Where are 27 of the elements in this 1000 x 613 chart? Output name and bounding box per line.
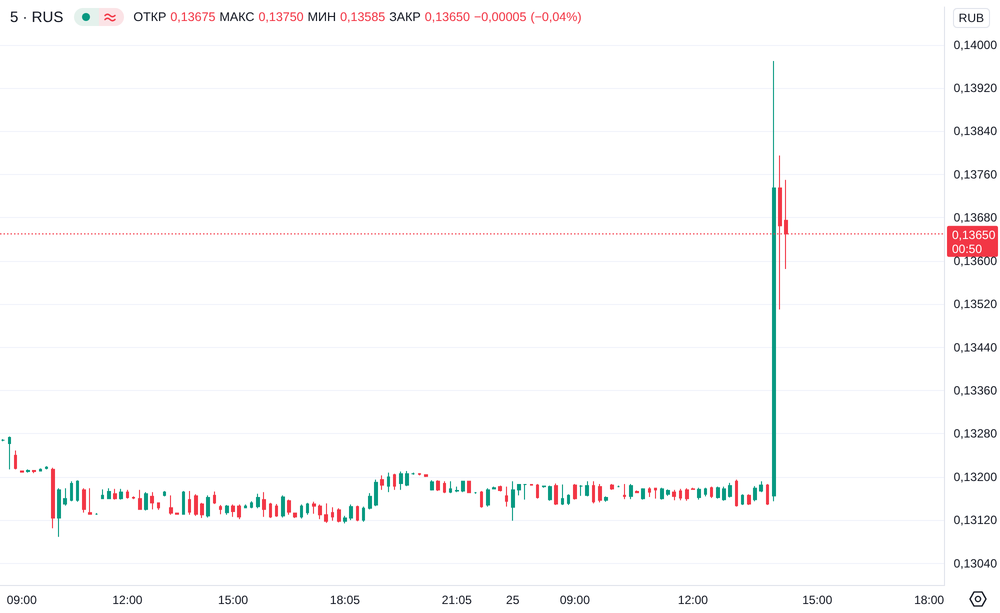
x-tick-label: 12:00: [678, 593, 708, 607]
y-tick-label: 0,13360: [954, 384, 998, 398]
y-tick-label: 0,13280: [954, 426, 998, 441]
x-tick-label: 21:05: [442, 593, 472, 607]
y-tick-label: 0,13520: [954, 297, 998, 312]
y-tick-label: 0,13040: [954, 556, 998, 570]
y-tick-label: 0,13680: [954, 210, 998, 225]
y-tick-label: 0,13600: [954, 254, 998, 268]
text: ОТКР 0,13675 МАКС 0,13750 МИН 0,13585 ЗАКР 0,13650 −0,00005 (−0,04%): [133, 10, 582, 24]
y-tick-label: 0,13200: [954, 470, 998, 484]
y-tick-label: 0,13760: [954, 167, 998, 182]
y-tick-label: 0,13920: [954, 81, 998, 96]
x-tick-label: 12:00: [112, 593, 143, 607]
y-tick-label: 0,13840: [954, 124, 998, 138]
x-tick-label: 09:00: [560, 593, 590, 607]
y-tick-label: 0,14000: [954, 38, 998, 52]
x-tick-label: 18:05: [330, 593, 360, 607]
x-tick-label: 25: [506, 593, 520, 607]
x-tick-label: 18:00: [914, 593, 944, 607]
x-tick-label: 15:00: [218, 593, 248, 607]
y-tick-label: 0,13120: [954, 513, 998, 528]
chart-title: 5 · RUS: [10, 8, 64, 26]
ref-line-label: 0,13650 00:50: [952, 228, 996, 256]
y-tick-label: 0,13440: [954, 340, 998, 354]
x-tick-label: 15:00: [802, 593, 833, 607]
x-tick-label: 09:00: [6, 593, 38, 607]
text: RUB: [952, 8, 990, 28]
